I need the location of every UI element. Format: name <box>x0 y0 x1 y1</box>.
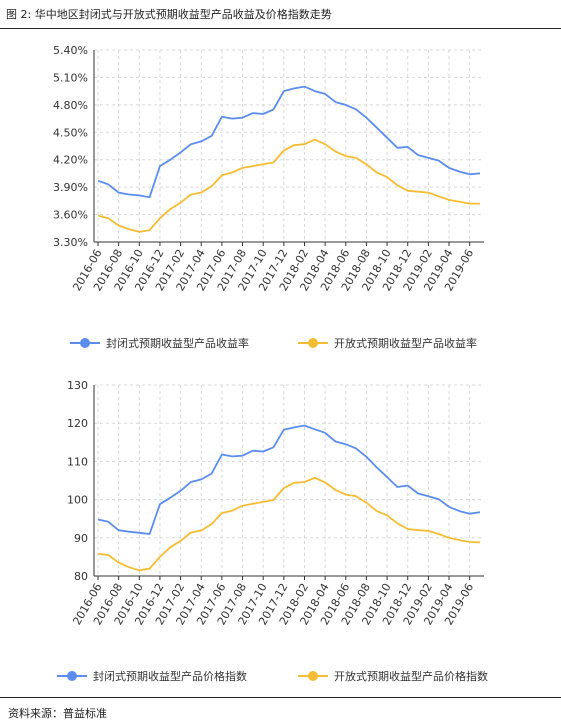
yield-chart: 3.30% 3.60% 3.90% 4.20% 4.50% 4.80% 5.10% 5.40%… <box>53 44 484 293</box>
y-tick-label: 4.50% <box>53 126 88 139</box>
closed-yield-line <box>97 85 481 199</box>
legend-marker-closed <box>57 671 87 681</box>
y-tick-label: 4.80% <box>53 99 88 112</box>
y-tick-label: 120 <box>67 417 88 430</box>
y-tick-label: 80 <box>74 570 88 583</box>
open-yield-line <box>97 138 480 233</box>
legend-marker-open <box>298 671 328 681</box>
yield-chart-legend: 封闭式预期收益型产品收益率 开放式预期收益型产品收益率 <box>0 333 561 353</box>
price-index-chart-legend: 封闭式预期收益型产品价格指数 开放式预期收益型产品价格指数 <box>0 666 561 686</box>
legend-marker-open <box>298 338 328 348</box>
y-tick-label: 5.10% <box>53 71 88 84</box>
figure-title: 图 2: 华中地区封闭式与开放式预期收益型产品收益及价格指数走势 <box>6 8 332 21</box>
closed-index-line <box>97 424 481 535</box>
open-index-line <box>97 476 481 572</box>
legend-marker-closed <box>70 338 100 348</box>
source-note: 资料来源：普益标准 <box>8 707 107 720</box>
y-tick-label: 130 <box>67 379 88 392</box>
y-tick-label: 3.60% <box>53 209 88 222</box>
price-index-chart: 80901001101201302016-062016-082016-10201… <box>67 379 484 627</box>
legend-label-closed-index: 封闭式预期收益型产品价格指数 <box>93 670 247 683</box>
y-tick-label: 3.30% <box>53 236 88 249</box>
y-tick-label: 90 <box>74 532 88 545</box>
y-tick-label: 5.40% <box>53 44 88 57</box>
y-tick-label: 3.90% <box>53 181 88 194</box>
legend-label-closed-yield: 封闭式预期收益型产品收益率 <box>106 337 249 350</box>
legend-label-open-yield: 开放式预期收益型产品收益率 <box>334 337 477 350</box>
y-tick-label: 110 <box>67 455 88 468</box>
y-tick-label: 4.20% <box>53 154 88 167</box>
y-tick-label: 100 <box>67 494 88 507</box>
figure-header: 图 2: 华中地区封闭式与开放式预期收益型产品收益及价格指数走势 <box>0 0 561 29</box>
figure-footer: 资料来源：普益标准 <box>0 697 561 727</box>
legend-label-open-index: 开放式预期收益型产品价格指数 <box>334 670 488 683</box>
